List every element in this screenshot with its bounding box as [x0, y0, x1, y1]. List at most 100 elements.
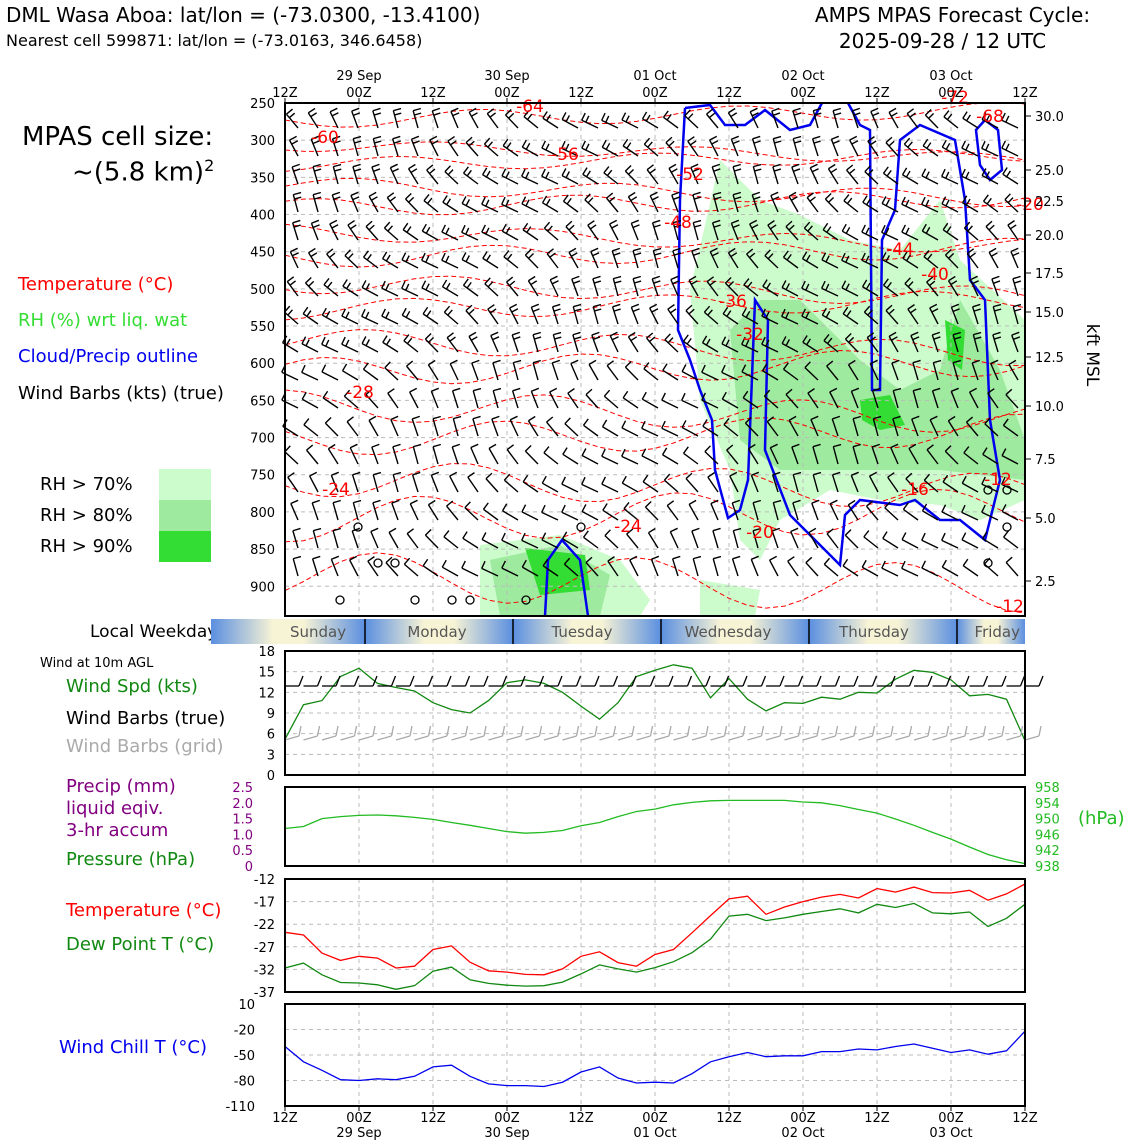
- wind-barb-flag: [621, 420, 627, 429]
- wind-barb: [607, 560, 619, 577]
- temperature-contour-label: -56: [551, 145, 579, 165]
- wind-barb-flag: [482, 251, 488, 259]
- wind-barb-flag: [487, 141, 493, 148]
- wind-barb: [750, 474, 759, 493]
- wind-barb: [641, 455, 659, 465]
- wind-barb: [969, 279, 979, 297]
- wind-barb-flag: [613, 275, 622, 280]
- wind-barb-flag: [609, 219, 618, 225]
- wind-barb-flag: [728, 107, 736, 114]
- wind-barb-flag: [366, 253, 372, 261]
- wind-barb-flag: [381, 251, 388, 260]
- wind-barb-flag: [948, 252, 955, 259]
- wind-barb: [352, 502, 359, 521]
- wind-barb-flag: [541, 168, 546, 177]
- wind-barb-flag: [412, 140, 420, 145]
- wind-barb-flag: [713, 168, 721, 172]
- pressure-tick-label: 958: [1035, 781, 1060, 796]
- wind-barb: [506, 449, 519, 465]
- wind-barb-flag: [471, 359, 480, 364]
- wind10-grid-barb-flag: [908, 725, 913, 737]
- wind-barb: [465, 310, 479, 325]
- temperature-contour: [284, 349, 1026, 385]
- temperature-contour-label: -16: [901, 480, 929, 500]
- wind-barb-flag: [308, 247, 316, 254]
- wind-barb-flag: [513, 336, 521, 340]
- wind-barb-flag: [308, 280, 315, 287]
- wind-barb-flag: [350, 224, 357, 230]
- wind-barb: [427, 364, 439, 381]
- wind-barb-flag: [1010, 247, 1019, 253]
- wind-barb: [729, 475, 739, 493]
- wind-barb-flag: [601, 139, 607, 148]
- wind-barb-flag: [793, 112, 802, 116]
- wind-barb: [446, 505, 459, 521]
- wind10-tick-label: 0: [267, 769, 275, 784]
- wind-barb-flag: [788, 191, 797, 197]
- wind-barb: [501, 230, 519, 241]
- wind-barb: [704, 451, 719, 465]
- wind-barb-flag: [665, 136, 673, 144]
- wind-barb: [521, 511, 539, 521]
- wind-barb-flag: [941, 532, 946, 541]
- wind-barb: [824, 198, 839, 213]
- wind-barb: [542, 202, 559, 213]
- wind-barb-flag: [561, 476, 566, 485]
- wind-barb: [731, 558, 739, 577]
- wind-barb-flag: [346, 416, 354, 423]
- wind-barb-flag: [421, 280, 427, 289]
- wind-barb-flag: [805, 311, 810, 319]
- wind-barb: [471, 362, 479, 381]
- wind-barb-flag: [987, 388, 995, 394]
- wind-barb-flag: [350, 191, 359, 197]
- wind-barb-flag: [809, 163, 818, 169]
- wind10-grid-barb: [469, 735, 485, 741]
- wind-barb-flag: [530, 280, 538, 286]
- wind-barb-flag: [745, 310, 751, 318]
- bottom-date-label: 02 Oct: [781, 1126, 824, 1140]
- wind-barb-flag: [511, 331, 521, 336]
- wind-barb: [583, 536, 599, 549]
- wind-barb: [901, 567, 919, 577]
- wind-barb-flag: [568, 247, 577, 253]
- wind-barb-flag: [465, 136, 473, 144]
- wind-barb-flag: [525, 171, 530, 179]
- wind-barb: [788, 419, 799, 437]
- cloud-outline: [974, 118, 1004, 182]
- wind-barb-flag: [466, 169, 472, 177]
- wind-barb-flag: [432, 415, 441, 420]
- wind-barb: [762, 285, 779, 297]
- wind-barb-flag: [965, 171, 970, 179]
- wind-barb-flag: [322, 390, 329, 399]
- wind-barb: [807, 392, 819, 409]
- wind-barb-flag: [385, 283, 390, 291]
- wind-barb-flag: [561, 531, 568, 540]
- wind-barb: [862, 286, 879, 297]
- wind-barb-flag: [286, 276, 295, 283]
- wind10-grid-barb: [802, 735, 818, 741]
- wind-barb: [310, 222, 319, 241]
- wind-barb: [822, 229, 839, 241]
- wind-barb: [646, 337, 659, 353]
- wind-barb-flag: [844, 333, 852, 340]
- wind10-grid-barb: [784, 735, 799, 741]
- wind-barb-flag: [951, 387, 959, 392]
- wind-barb-flag: [1013, 280, 1022, 284]
- wind-barb: [441, 566, 459, 577]
- wind-barb-flag: [487, 281, 494, 288]
- wind-barb: [330, 475, 339, 493]
- wind-barb-flag: [393, 471, 402, 476]
- wind-barb: [482, 257, 499, 269]
- wind-barb-flag: [904, 277, 911, 285]
- weekday-cell: [211, 619, 365, 644]
- wind-barb: [382, 258, 399, 269]
- wind-barb-flag: [906, 254, 912, 262]
- wind-barb: [361, 286, 379, 297]
- wind-barb-flag: [351, 107, 360, 112]
- wind-barb-flag: [866, 500, 874, 507]
- wind-barb: [931, 390, 939, 409]
- wind-barb-flag: [367, 556, 375, 562]
- wind-barb-flag: [893, 387, 902, 392]
- wind10-barb-flag: [316, 675, 323, 687]
- wind-barb-flag: [432, 443, 442, 448]
